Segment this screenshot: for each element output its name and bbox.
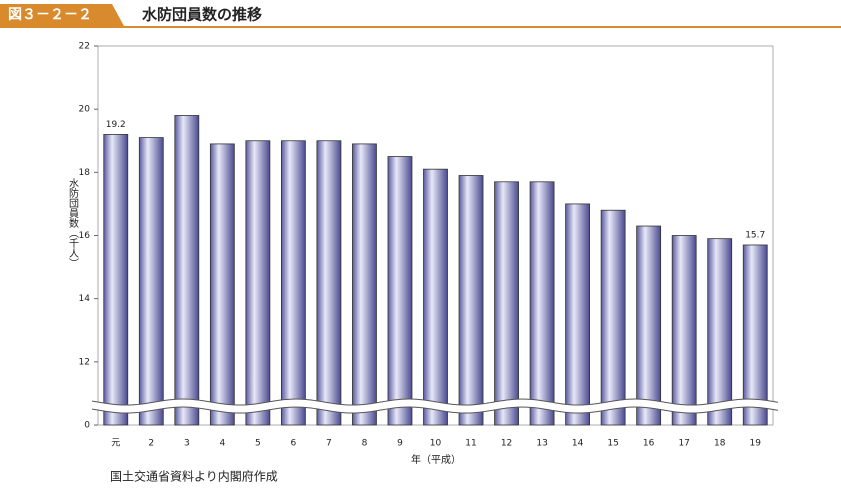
figure-number: 図３－２－２ (8, 7, 92, 23)
y-tick-label: 12 (79, 357, 90, 367)
bar (280, 140, 306, 426)
x-tick-label: 8 (362, 439, 368, 449)
x-tick-label: 9 (397, 439, 403, 449)
y-axis-label: 水防団員数（千人） (67, 178, 79, 268)
y-tick-label: 22 (79, 42, 90, 52)
axis-break-line (91, 398, 779, 406)
x-tick-label: 5 (255, 439, 261, 449)
x-tick-label: 3 (184, 439, 190, 449)
chart-title: 水防団員数の推移 (142, 6, 262, 24)
bar (209, 143, 235, 426)
y-tick-label: 16 (79, 231, 91, 241)
plot: 0 12 14 16 18 20 22 元 19.2 2 3 4 5 6 7 8 9 10 11 12 13 14 15 16… (79, 42, 779, 449)
x-tick-label: 4 (219, 439, 225, 449)
x-tick-label: 18 (714, 439, 726, 449)
x-tick-label: 13 (536, 439, 547, 449)
x-tick-label: 11 (465, 439, 476, 449)
x-tick-label: 2 (148, 439, 154, 449)
x-axis-label: 年（平成） (411, 453, 461, 466)
bar (742, 244, 768, 426)
source-note: 国土交通省資料より内閣府作成 (110, 469, 278, 484)
x-tick-label: 17 (678, 439, 689, 449)
bar (529, 181, 555, 426)
bar (458, 175, 484, 426)
x-tick-label: 15 (607, 439, 618, 449)
bar (707, 238, 733, 426)
x-tick-label: 12 (501, 439, 512, 449)
x-tick-label: 16 (643, 439, 655, 449)
header-tab (0, 4, 124, 26)
x-tick-label: 19 (750, 439, 762, 449)
x-tick-label: 元 (111, 439, 120, 449)
x-tick-label: 10 (430, 439, 442, 449)
y-tick-label: 20 (79, 105, 91, 115)
axis-break-line (91, 406, 779, 414)
bar (387, 156, 413, 426)
value-label: 15.7 (745, 230, 765, 240)
y-tick-label: 14 (79, 294, 91, 304)
bar (423, 168, 448, 426)
bar (565, 203, 591, 426)
x-tick-label: 14 (572, 439, 584, 449)
value-label: 19.2 (106, 120, 126, 130)
bar (636, 225, 662, 426)
x-tick-label: 7 (326, 439, 332, 449)
bar (600, 209, 626, 426)
bar (245, 140, 271, 426)
bar (352, 143, 377, 426)
bar (316, 140, 342, 426)
y-tick-label: 0 (84, 421, 90, 431)
bar (103, 134, 129, 426)
y-tick-label: 18 (79, 168, 91, 178)
x-tick-label: 6 (291, 439, 297, 449)
bar (138, 137, 164, 426)
bar (174, 115, 200, 426)
bar (671, 235, 697, 426)
bar (494, 181, 519, 426)
